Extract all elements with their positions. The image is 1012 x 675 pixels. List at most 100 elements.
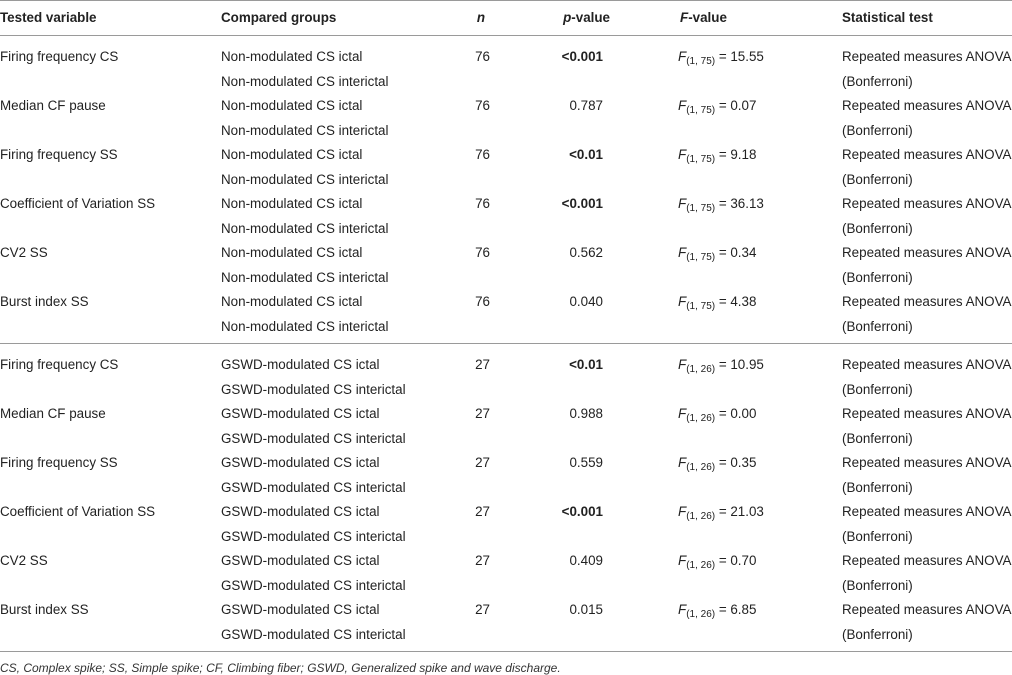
statistical-test-cell: Repeated measures ANOVA — [842, 245, 1012, 260]
statistical-test-note-cell: (Bonferroni) — [842, 479, 913, 495]
statistical-test-note-cell: (Bonferroni) — [842, 528, 913, 544]
compared-group-cell: Non-modulated CS ictal — [221, 49, 363, 64]
p-value-cell: <0.001 — [561, 49, 603, 64]
compared-group-cell: GSWD-modulated CS interictal — [221, 479, 406, 495]
f-value-cell: F(1, 75) = 0.34 — [678, 241, 756, 266]
f-letter: F — [678, 357, 687, 372]
n-cell: 27 — [475, 504, 490, 519]
tested-variable-cell: Coefficient of Variation SS — [0, 504, 156, 519]
table-row: Firing frequency SS GSWD-modulated CS ict… — [0, 451, 1012, 476]
statistical-test-note-cell: (Bonferroni) — [842, 269, 913, 285]
f-degrees-of-freedom: (1, 75) — [686, 301, 716, 312]
p-value-cell: <0.001 — [561, 504, 603, 519]
table-row-continuation: GSWD-modulated CS interictal (Bonferroni) — [0, 525, 1012, 550]
compared-group-cell: Non-modulated CS interictal — [221, 220, 389, 236]
n-cell: 27 — [475, 553, 490, 568]
f-value-cell: F(1, 75) = 9.18 — [678, 143, 756, 168]
f-letter: F — [678, 245, 687, 260]
f-letter: F — [678, 294, 687, 309]
n-cell: 76 — [475, 196, 490, 211]
f-value-cell: F(1, 26) = 0.70 — [678, 549, 756, 574]
tested-variable-cell: Firing frequency CS — [0, 357, 119, 372]
f-degrees-of-freedom: (1, 75) — [686, 203, 716, 214]
statistical-test-note-cell: (Bonferroni) — [842, 430, 913, 446]
table-row-continuation: Non-modulated CS interictal (Bonferroni) — [0, 315, 1012, 340]
table-row: Firing frequency CS GSWD-modulated CS ict… — [0, 353, 1012, 378]
tested-variable-cell: CV2 SS — [0, 553, 48, 568]
table-row: Burst index SS GSWD-modulated CS ictal 27 0… — [0, 598, 1012, 623]
p-value-cell: <0.01 — [569, 147, 603, 162]
statistical-test-cell: Repeated measures ANOVA — [842, 406, 1012, 421]
table-body: Firing frequency CS Non-modulated CS icta… — [0, 36, 1012, 652]
n-cell: 76 — [475, 245, 490, 260]
statistical-test-note-cell: (Bonferroni) — [842, 626, 913, 642]
f-statistic: = 15.55 — [715, 49, 764, 64]
header-f-letter: F — [680, 10, 689, 25]
p-value-cell: <0.001 — [561, 196, 603, 211]
f-degrees-of-freedom: (1, 26) — [686, 413, 716, 424]
compared-group-cell: Non-modulated CS ictal — [221, 196, 363, 211]
f-value-cell: F(1, 26) = 6.85 — [678, 598, 756, 623]
tested-variable-cell: Median CF pause — [0, 406, 106, 421]
f-statistic: = 6.85 — [715, 602, 757, 617]
statistical-test-cell: Repeated measures ANOVA — [842, 602, 1012, 617]
n-cell: 27 — [475, 357, 490, 372]
f-degrees-of-freedom: (1, 26) — [686, 609, 716, 620]
header-compared-groups: Compared groups — [221, 10, 337, 25]
statistical-test-note-cell: (Bonferroni) — [842, 381, 913, 397]
table-row-continuation: Non-modulated CS interictal (Bonferroni) — [0, 217, 1012, 242]
p-value-cell: 0.040 — [569, 294, 603, 309]
tested-variable-cell: Median CF pause — [0, 98, 106, 113]
table-row: Median CF pause Non-modulated CS ictal 76 0… — [0, 94, 1012, 119]
p-value-cell: 0.562 — [569, 245, 603, 260]
f-letter: F — [678, 49, 687, 64]
table-footnote: CS, Complex spike; SS, Simple spike; CF,… — [0, 661, 561, 675]
statistical-test-note-cell: (Bonferroni) — [842, 220, 913, 236]
tested-variable-cell: Firing frequency SS — [0, 147, 118, 162]
statistical-test-note-cell: (Bonferroni) — [842, 171, 913, 187]
statistical-test-cell: Repeated measures ANOVA — [842, 357, 1012, 372]
f-value-cell: F(1, 75) = 4.38 — [678, 290, 756, 315]
statistical-test-cell: Repeated measures ANOVA — [842, 196, 1012, 211]
f-value-cell: F(1, 26) = 21.03 — [678, 500, 764, 525]
f-statistic: = 36.13 — [715, 196, 764, 211]
p-value-cell: 0.988 — [569, 406, 603, 421]
table-row: CV2 SS GSWD-modulated CS ictal 27 0.409 F(1,… — [0, 549, 1012, 574]
f-statistic: = 0.00 — [715, 406, 757, 421]
f-letter: F — [678, 196, 687, 211]
table-row: CV2 SS Non-modulated CS ictal 76 0.562 F(1, … — [0, 241, 1012, 266]
f-letter: F — [678, 553, 687, 568]
f-letter: F — [678, 147, 687, 162]
statistical-test-cell: Repeated measures ANOVA — [842, 49, 1012, 64]
f-degrees-of-freedom: (1, 75) — [686, 56, 716, 67]
compared-group-cell: GSWD-modulated CS ictal — [221, 406, 380, 421]
compared-group-cell: Non-modulated CS ictal — [221, 294, 363, 309]
f-value-cell: F(1, 26) = 0.35 — [678, 451, 756, 476]
compared-group-cell: Non-modulated CS interictal — [221, 171, 389, 187]
tested-variable-cell: Coefficient of Variation SS — [0, 196, 156, 211]
statistical-test-note-cell: (Bonferroni) — [842, 318, 913, 334]
header-p-suffix: -value — [571, 10, 610, 25]
header-f-value: F-value — [680, 1, 727, 35]
f-degrees-of-freedom: (1, 26) — [686, 462, 716, 473]
compared-group-cell: Non-modulated CS interictal — [221, 73, 389, 89]
section-spacer — [0, 36, 1012, 45]
tested-variable-cell: Firing frequency CS — [0, 49, 119, 64]
f-statistic: = 0.34 — [715, 245, 757, 260]
header-n: n — [476, 10, 486, 25]
statistical-test-cell: Repeated measures ANOVA — [842, 294, 1012, 309]
f-statistic: = 21.03 — [715, 504, 764, 519]
p-value-cell: 0.409 — [569, 553, 603, 568]
f-degrees-of-freedom: (1, 26) — [686, 560, 716, 571]
compared-group-cell: Non-modulated CS interictal — [221, 122, 389, 138]
f-statistic: = 10.95 — [715, 357, 764, 372]
compared-group-cell: GSWD-modulated CS ictal — [221, 553, 380, 568]
statistical-test-note-cell: (Bonferroni) — [842, 122, 913, 138]
f-statistic: = 4.38 — [715, 294, 757, 309]
compared-group-cell: Non-modulated CS ictal — [221, 245, 363, 260]
f-value-cell: F(1, 26) = 0.00 — [678, 402, 756, 427]
tested-variable-cell: Burst index SS — [0, 294, 89, 309]
section-rule — [0, 343, 1012, 344]
n-cell: 76 — [475, 49, 490, 64]
